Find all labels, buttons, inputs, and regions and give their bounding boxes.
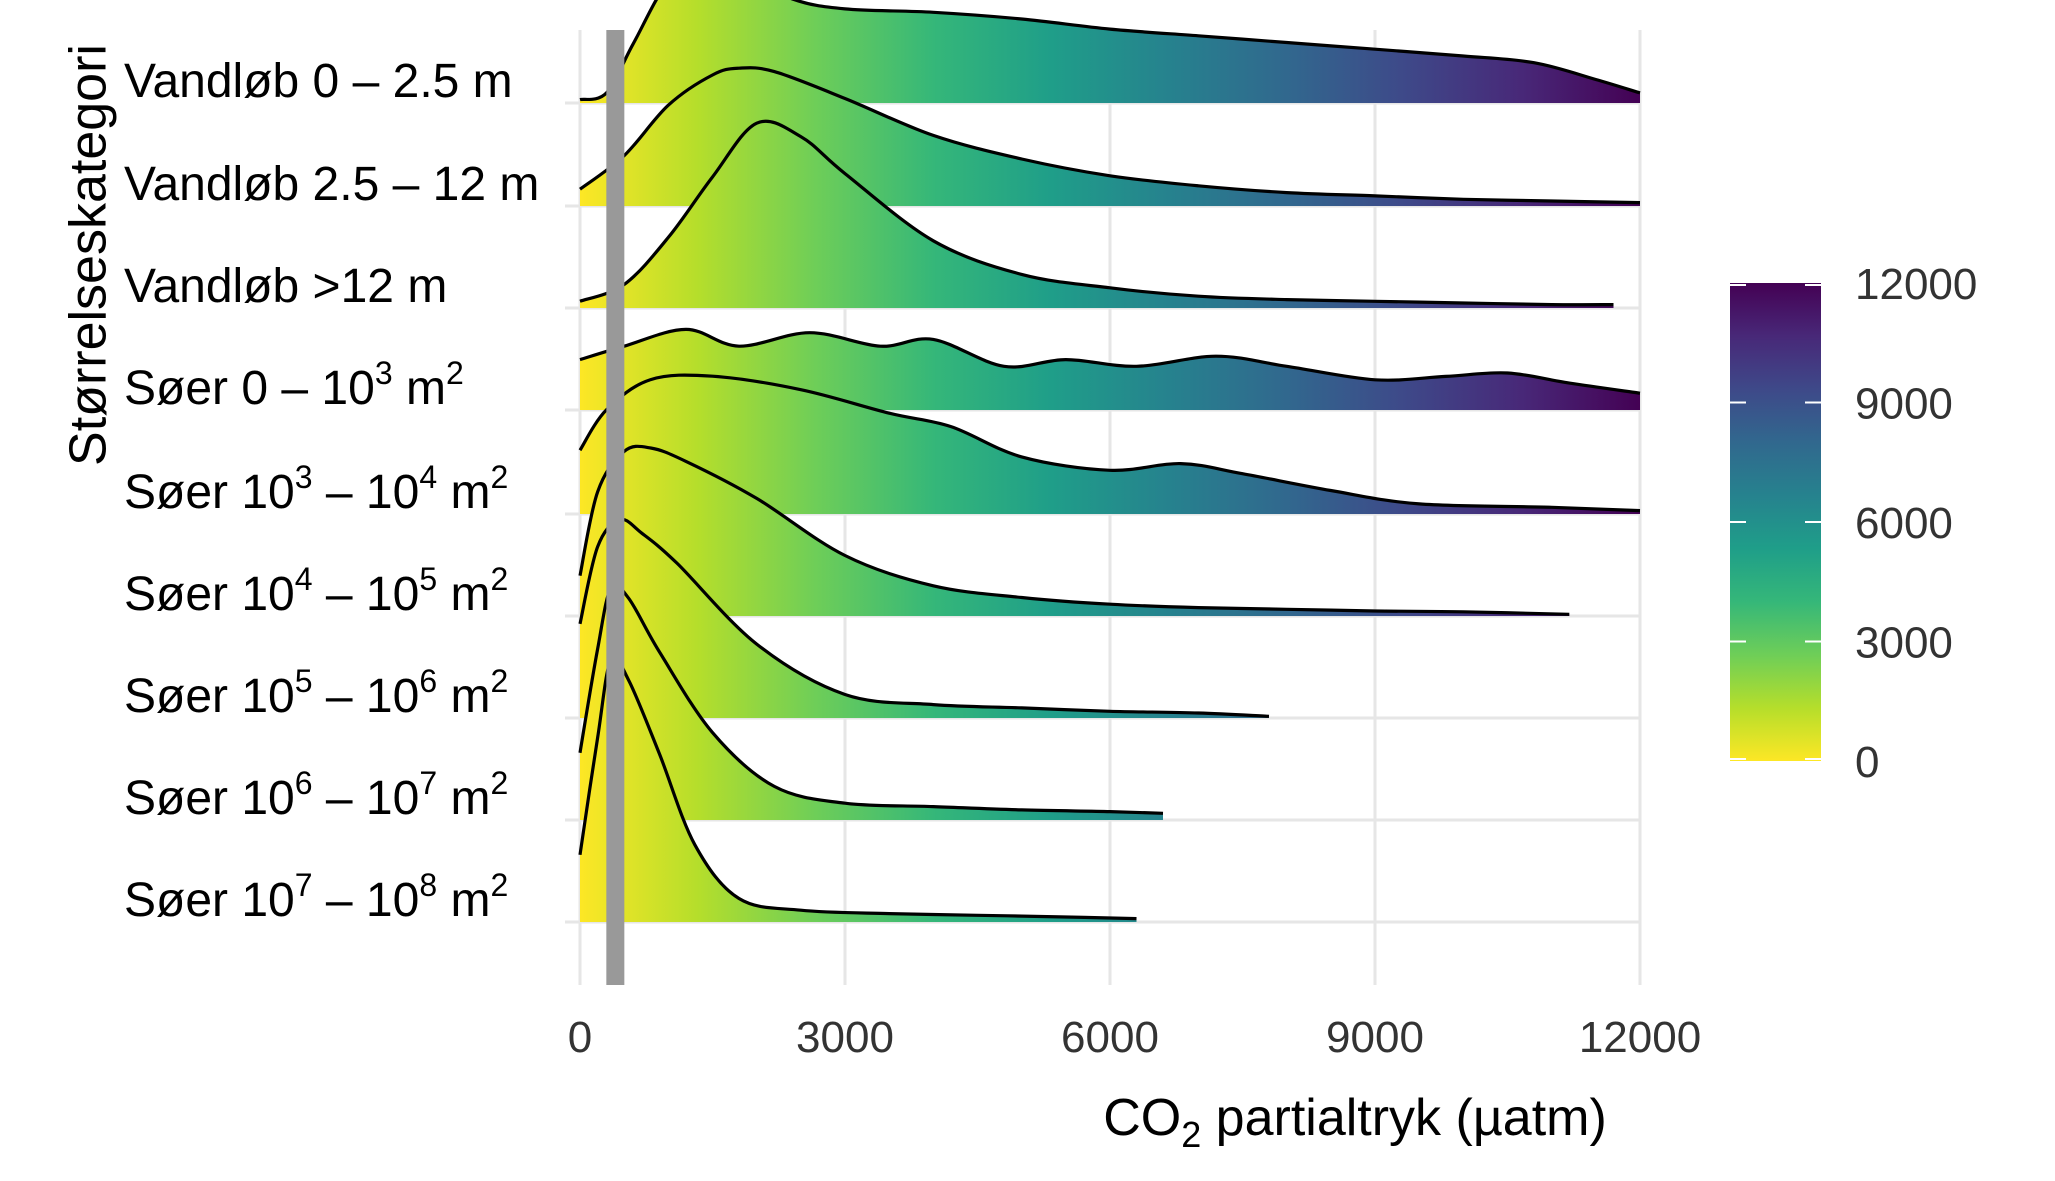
ridge-fill-3 (580, 329, 1640, 410)
x-tick-label-2: 6000 (1061, 1013, 1159, 1062)
y-label-1: Vandløb 2.5 – 12 m (124, 158, 539, 211)
ridge-fill-0 (580, 0, 1640, 103)
x-tick-label-0: 0 (568, 1013, 592, 1062)
ridge-line-4 (578, 373, 1641, 513)
y-axis-labels: Vandløb 0 – 2.5 m Vandløb 2.5 – 12 m Vandl… (124, 55, 539, 927)
ridge-line-1 (579, 66, 1641, 205)
ridge-fill-8 (580, 656, 1137, 922)
x-tick-label-3: 9000 (1326, 1013, 1424, 1062)
ridge-fill-1 (580, 67, 1640, 206)
ridge-line-3 (579, 327, 1641, 395)
ridge-line-2 (579, 119, 1614, 307)
colorbar-tick-label-4: 12000 (1855, 260, 1977, 309)
ridge-fill-7 (580, 584, 1163, 820)
x-tick-label-1: 3000 (796, 1013, 894, 1062)
ridge-fill-5 (580, 446, 1570, 616)
colorbar-ticks: 0 3000 6000 9000 12000 (1730, 260, 1977, 787)
y-label-2: Vandløb >12 m (124, 260, 447, 313)
ridge-fill-6 (580, 519, 1269, 718)
y-label-7: Søer 106 – 107 m2 (124, 765, 508, 825)
ridge-fill-2 (580, 121, 1614, 308)
y-label-5: Søer 104 – 105 m2 (124, 561, 508, 621)
colorbar-tick-label-0: 0 (1855, 738, 1879, 787)
ridge-line-5 (578, 444, 1570, 616)
x-axis-title: CO2 partialtryk (µatm) (1103, 1089, 1607, 1155)
ridges (578, 0, 1641, 922)
colorbar-tick-label-3: 9000 (1855, 380, 1953, 429)
x-axis-ticks: 0 3000 6000 9000 12000 (568, 1013, 1701, 1062)
y-label-3: Søer 0 – 103 m2 (124, 355, 464, 415)
x-tick-label-4: 12000 (1579, 1013, 1701, 1062)
ridge-line-0 (579, 0, 1641, 102)
colorbar-tick-label-1: 3000 (1855, 619, 1953, 668)
y-label-4: Søer 103 – 104 m2 (124, 459, 508, 519)
reference-line (606, 30, 625, 985)
ridge-fill-4 (580, 375, 1640, 514)
y-label-8: Søer 107 – 108 m2 (124, 867, 508, 927)
y-label-0: Vandløb 0 – 2.5 m (124, 55, 513, 108)
colorbar-tick-label-2: 6000 (1855, 499, 1953, 548)
y-label-6: Søer 105 – 106 m2 (124, 663, 508, 723)
y-axis-title: Størrelseskategori (60, 44, 118, 466)
